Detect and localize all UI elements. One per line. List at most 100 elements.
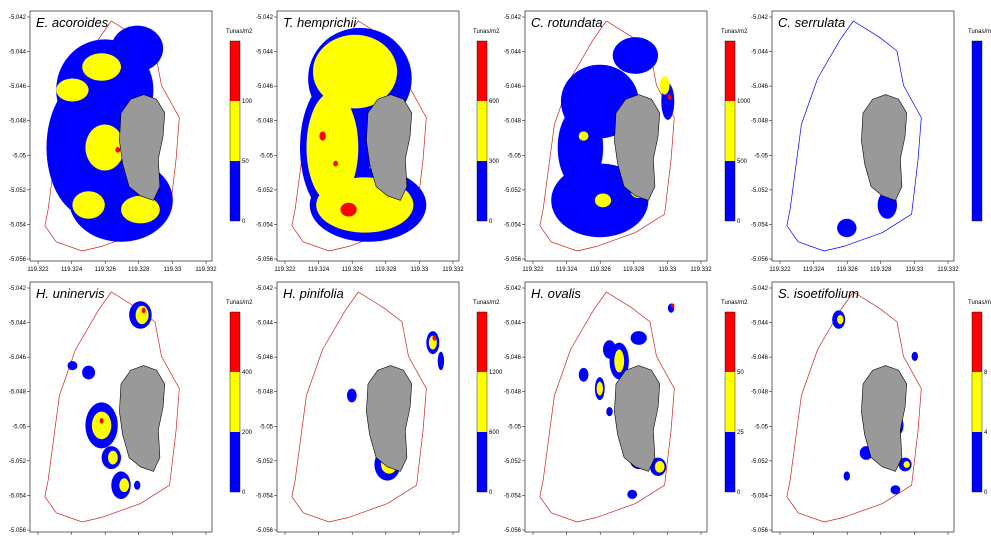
legend-title: Tunas/m2 xyxy=(473,29,500,35)
map-panel: S. isoetifolium -5.042 -5.044 -5.046 -5.048 -… xyxy=(751,281,991,535)
x-tick-label: 119.322 xyxy=(274,267,296,273)
density-patch-blue xyxy=(612,37,659,74)
density-patch-blue xyxy=(111,25,164,72)
y-tick-label: -5.048 xyxy=(9,119,27,125)
density-patch-yellow xyxy=(72,191,105,219)
survey-boundary xyxy=(786,20,922,252)
legend-tick-label: 0 xyxy=(242,219,246,225)
x-tick-label: 119.328 xyxy=(375,267,397,273)
y-tick-label: -5.042 xyxy=(751,286,769,292)
y-tick-label: -5.044 xyxy=(256,321,274,327)
density-patch-yellow xyxy=(82,53,121,81)
density-patch-blue xyxy=(911,351,918,361)
x-tick-label: 119.332 xyxy=(937,267,959,273)
x-tick-label: 119.33 xyxy=(410,267,429,273)
density-patch-yellow xyxy=(594,193,612,208)
y-tick-label: -5.056 xyxy=(256,257,274,263)
y-tick-label: -5.052 xyxy=(504,188,522,194)
y-tick-label: -5.05 xyxy=(12,153,26,159)
y-tick-label: -5.05 xyxy=(12,424,26,430)
y-tick-label: -5.056 xyxy=(504,528,522,534)
y-tick-label: -5.052 xyxy=(504,459,522,465)
density-patch-blue xyxy=(346,388,357,403)
density-patch-yellow xyxy=(578,131,589,141)
y-tick-label: -5.052 xyxy=(751,188,769,194)
legend-swatch-blue xyxy=(230,161,240,221)
legend-swatch-red xyxy=(230,312,240,372)
y-tick-label: -5.052 xyxy=(256,188,274,194)
density-patch-blue xyxy=(837,218,857,238)
y-tick-label: -5.042 xyxy=(751,15,769,21)
y-tick-label: -5.042 xyxy=(9,286,27,292)
y-tick-label: -5.048 xyxy=(751,390,769,396)
legend-tick-label: 400 xyxy=(242,370,253,376)
x-tick-label: 119.326 xyxy=(342,267,364,273)
y-tick-label: -5.05 xyxy=(259,153,273,159)
density-patch-yellow xyxy=(614,349,625,373)
panel-title: E. acoroides xyxy=(36,15,109,30)
map-panel: C. rotundata -5.042 -5.044 -5.046 -5.048 -5.0… xyxy=(504,10,751,273)
y-tick-label: -5.044 xyxy=(751,321,769,327)
density-patch-red xyxy=(319,131,326,141)
y-tick-label: -5.054 xyxy=(504,493,522,499)
y-tick-label: -5.044 xyxy=(256,50,274,56)
y-tick-label: -5.056 xyxy=(751,528,769,534)
legend-tick-label: 25 xyxy=(737,430,744,436)
legend-tick-label: 1200 xyxy=(489,370,503,376)
y-tick-label: -5.054 xyxy=(256,222,274,228)
density-patch-yellow xyxy=(121,195,160,224)
survey-boundary xyxy=(539,20,675,252)
legend-frame xyxy=(724,40,736,222)
x-tick-label: 119.328 xyxy=(870,267,892,273)
density-patch-blue xyxy=(67,361,78,371)
y-tick-label: -5.048 xyxy=(256,119,274,125)
legend-tick-label: 0 xyxy=(984,490,988,496)
density-patch-yellow xyxy=(108,450,118,465)
legend-swatch-yellow xyxy=(725,101,735,161)
legend-tick-label: 0 xyxy=(489,490,493,496)
map-panel: H. ovalis -5.042 -5.044 -5.046 -5.048 -5.05 -5… xyxy=(504,281,748,535)
legend-title: Tunas/m2 xyxy=(968,300,991,306)
legend-title: Tunas/m2 xyxy=(721,300,748,306)
map-panel: T. hemprichii -5.042 -5.044 -5.046 -5.048 -5.… xyxy=(256,10,500,273)
panel-title: S. isoetifolium xyxy=(778,286,859,301)
y-tick-label: -5.056 xyxy=(751,257,769,263)
x-tick-label: 119.326 xyxy=(590,267,612,273)
y-tick-label: -5.046 xyxy=(9,84,27,90)
legend-swatch-red xyxy=(725,312,735,372)
x-tick-label: 119.324 xyxy=(61,267,83,273)
y-tick-label: -5.05 xyxy=(259,424,273,430)
legend-tick-label: 50 xyxy=(737,370,744,376)
x-tick-label: 119.324 xyxy=(556,267,578,273)
x-tick-label: 119.324 xyxy=(308,267,330,273)
y-tick-label: -5.042 xyxy=(504,286,522,292)
map-panel: H. uninervis -5.042 -5.044 -5.046 -5.048 -5.0… xyxy=(9,281,253,535)
legend-swatch-yellow xyxy=(477,101,487,161)
survey-boundary xyxy=(291,291,427,523)
y-tick-label: -5.046 xyxy=(504,355,522,361)
x-tick-label: 119.326 xyxy=(95,267,117,273)
legend-frame xyxy=(229,40,241,222)
y-tick-label: -5.044 xyxy=(9,321,27,327)
y-tick-label: -5.046 xyxy=(9,355,27,361)
legend-tick-label: 50 xyxy=(242,159,249,165)
density-patch-red xyxy=(432,335,437,341)
density-patch-blue xyxy=(843,471,850,481)
y-tick-label: -5.046 xyxy=(504,84,522,90)
y-tick-label: -5.048 xyxy=(504,119,522,125)
legend-frame xyxy=(476,311,488,493)
legend-title: Tunas/m2 xyxy=(226,300,253,306)
y-tick-label: -5.048 xyxy=(256,390,274,396)
legend-swatch-yellow xyxy=(725,372,735,432)
island xyxy=(366,365,413,472)
map-panel: C. serrulata -5.042 -5.044 -5.046 -5.048 -5.0… xyxy=(751,10,991,273)
legend-swatch-blue xyxy=(230,432,240,492)
legend-swatch-yellow xyxy=(477,372,487,432)
y-tick-label: -5.05 xyxy=(507,153,521,159)
y-tick-label: -5.044 xyxy=(504,321,522,327)
legend-swatch-yellow xyxy=(230,101,240,161)
y-tick-label: -5.054 xyxy=(751,493,769,499)
density-patch-yellow xyxy=(596,381,603,396)
density-patch-blue xyxy=(890,485,901,495)
density-patch-blue xyxy=(437,351,445,371)
